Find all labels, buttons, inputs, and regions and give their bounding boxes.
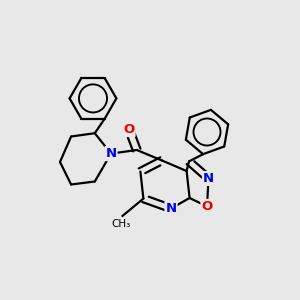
Text: N: N	[105, 147, 117, 160]
Text: N: N	[203, 172, 214, 185]
Text: O: O	[201, 200, 213, 213]
Text: CH₃: CH₃	[111, 219, 130, 229]
Text: O: O	[123, 123, 135, 136]
Text: N: N	[165, 202, 177, 215]
